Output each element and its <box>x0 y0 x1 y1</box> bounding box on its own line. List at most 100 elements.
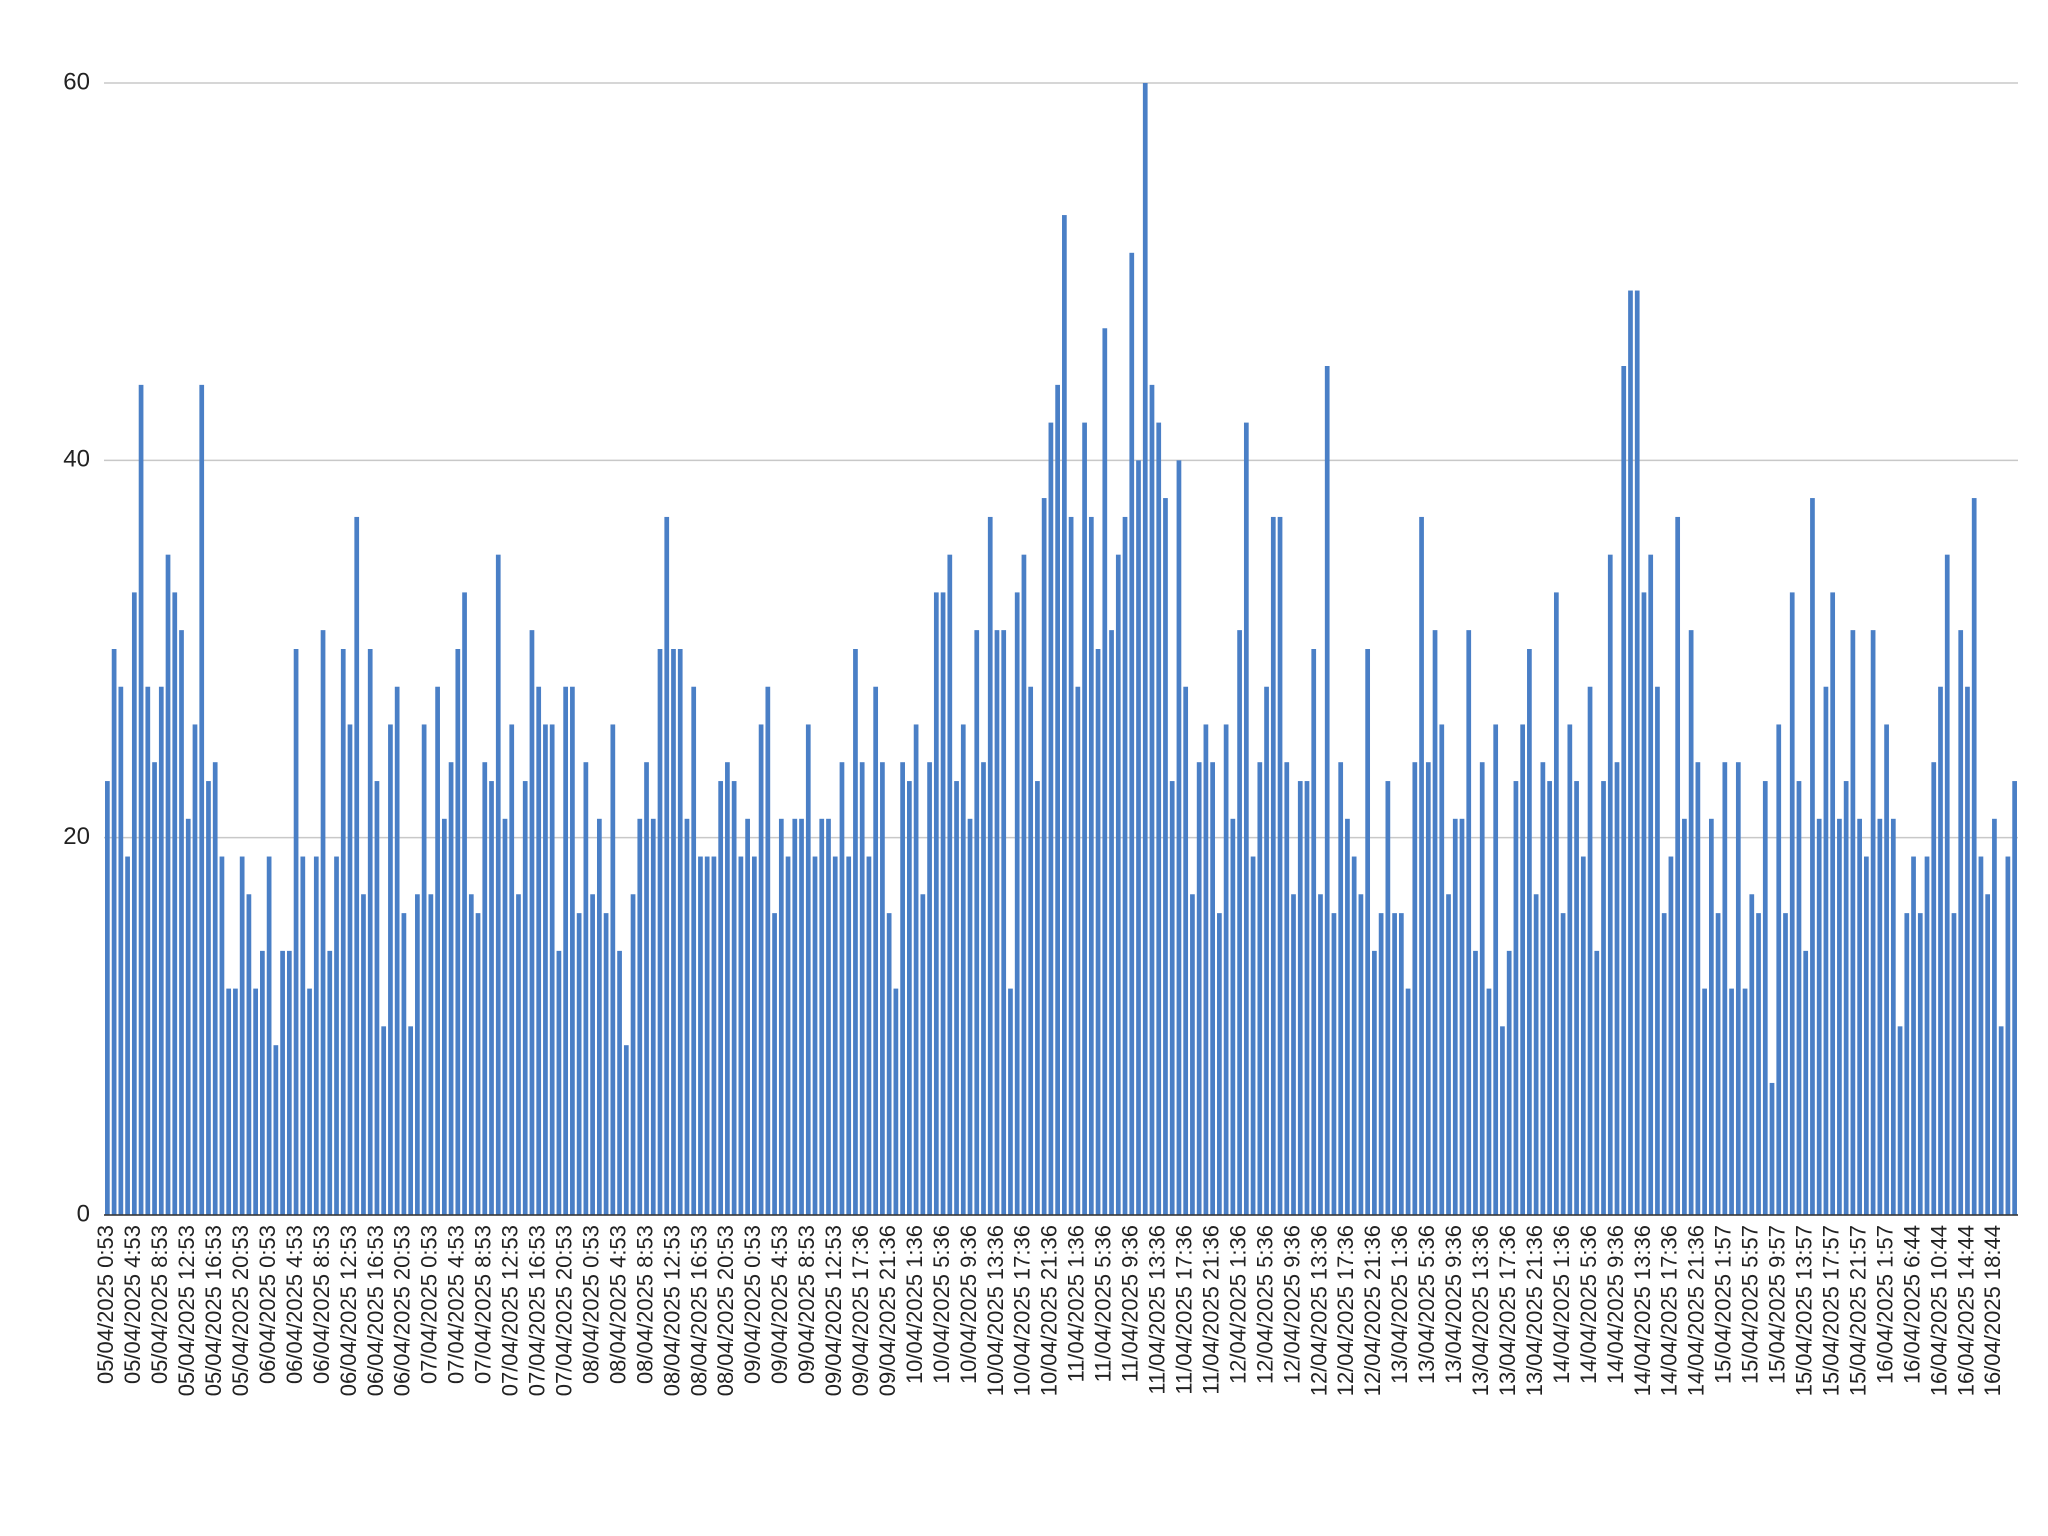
bar <box>212 762 218 1215</box>
bar <box>246 894 252 1215</box>
bar <box>1587 686 1593 1215</box>
bar <box>987 516 993 1215</box>
bar <box>381 1026 387 1215</box>
bar <box>1594 950 1600 1215</box>
bar <box>1405 988 1411 1215</box>
bar <box>1270 516 1276 1215</box>
bar <box>1001 630 1007 1215</box>
x-tick-label: 08/04/2025 8:53 <box>632 1225 657 1384</box>
bar <box>482 762 488 1215</box>
x-tick-label: 09/04/2025 0:53 <box>740 1225 765 1384</box>
bar <box>758 724 764 1215</box>
bar <box>799 818 804 1215</box>
bar <box>765 686 771 1215</box>
bar <box>846 856 852 1215</box>
bar <box>1513 781 1519 1215</box>
x-tick-label: 13/04/2025 17:36 <box>1495 1225 1520 1396</box>
bar <box>1803 950 1809 1215</box>
bar <box>536 686 542 1215</box>
bar <box>1041 498 1047 1216</box>
bar <box>1217 913 1222 1215</box>
bar <box>1796 781 1802 1215</box>
bar <box>1911 856 1916 1215</box>
bar <box>172 592 178 1215</box>
y-tick-label: 40 <box>63 446 90 473</box>
bar <box>1978 856 1984 1215</box>
bar <box>1257 762 1263 1215</box>
x-tick-label: 12/04/2025 5:36 <box>1252 1225 1277 1384</box>
bar <box>448 762 454 1215</box>
x-tick-label: 12/04/2025 13:36 <box>1306 1225 1331 1396</box>
bar <box>583 762 589 1215</box>
bar <box>105 781 110 1215</box>
x-tick-label: 10/04/2025 9:36 <box>956 1225 981 1384</box>
x-tick-label: 05/04/2025 12:53 <box>174 1225 199 1396</box>
bar <box>1048 422 1054 1216</box>
x-tick-label: 13/04/2025 1:36 <box>1387 1225 1412 1384</box>
bar <box>260 950 265 1215</box>
bar <box>374 781 380 1215</box>
bar <box>913 724 919 1215</box>
bar <box>772 913 777 1215</box>
bar <box>570 686 575 1215</box>
x-tick-label: 05/04/2025 8:53 <box>147 1225 172 1384</box>
bar <box>125 856 130 1215</box>
x-tick-label: 12/04/2025 21:36 <box>1360 1225 1385 1396</box>
bar <box>1837 818 1842 1215</box>
bar <box>1614 762 1620 1215</box>
x-tick-label: 10/04/2025 13:36 <box>983 1225 1008 1396</box>
bar <box>1486 988 1492 1215</box>
x-tick-label: 08/04/2025 12:53 <box>659 1225 684 1396</box>
bar <box>1601 781 1606 1215</box>
bar <box>691 686 697 1215</box>
bar <box>1412 762 1418 1215</box>
x-tick-label: 10/04/2025 1:36 <box>902 1225 927 1384</box>
bar <box>1715 913 1721 1215</box>
y-tick-label: 20 <box>63 823 90 850</box>
bar <box>1169 781 1175 1215</box>
bar <box>960 724 966 1215</box>
x-tick-label: 13/04/2025 9:36 <box>1441 1225 1466 1384</box>
bar <box>1520 724 1526 1215</box>
bar <box>832 856 838 1215</box>
bar <box>947 554 953 1215</box>
x-tick-label: 11/04/2025 21:36 <box>1198 1225 1223 1395</box>
bar <box>1466 630 1472 1215</box>
bar <box>529 630 535 1215</box>
bar <box>1776 724 1782 1215</box>
x-tick-label: 09/04/2025 8:53 <box>794 1225 819 1384</box>
x-tick-label: 09/04/2025 4:53 <box>767 1225 792 1384</box>
bar <box>1338 762 1344 1215</box>
bar <box>226 988 232 1215</box>
x-tick-label: 15/04/2025 5:57 <box>1738 1225 1763 1384</box>
bar <box>543 724 548 1215</box>
bar <box>1122 516 1128 1215</box>
bar <box>1398 913 1404 1215</box>
x-tick-label: 11/04/2025 17:36 <box>1171 1225 1196 1395</box>
bar <box>1277 516 1283 1215</box>
bar <box>1318 894 1323 1215</box>
bar <box>1661 913 1667 1215</box>
bar <box>725 762 730 1215</box>
bar <box>435 686 440 1215</box>
bar <box>1843 781 1849 1215</box>
bar <box>1095 649 1101 1215</box>
bar <box>1324 366 1330 1215</box>
bar <box>158 686 164 1215</box>
bar <box>1250 856 1256 1215</box>
bar <box>826 818 831 1215</box>
bar <box>462 592 467 1215</box>
x-tick-label: 16/04/2025 14:44 <box>1953 1225 1978 1396</box>
bar <box>455 649 461 1215</box>
x-tick-label: 16/04/2025 10:44 <box>1926 1225 1951 1396</box>
bar <box>1965 686 1970 1215</box>
bar <box>1284 762 1290 1215</box>
bar <box>1897 1026 1903 1215</box>
bar <box>1190 894 1195 1215</box>
x-tick-label: 15/04/2025 13:57 <box>1792 1225 1817 1396</box>
x-tick-label: 06/04/2025 12:53 <box>336 1225 361 1396</box>
bar <box>812 856 818 1215</box>
bar <box>1028 686 1034 1215</box>
bar <box>839 762 845 1215</box>
